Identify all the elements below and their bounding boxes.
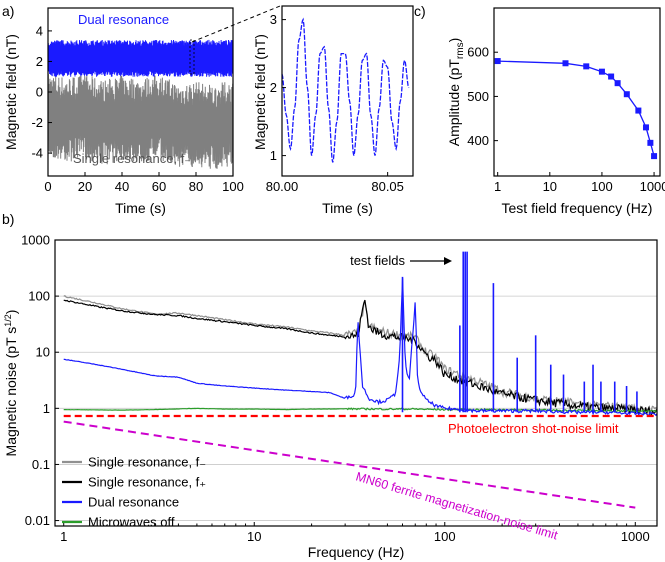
y-axis-label: Magnetic noise (pT s1/2) (3, 310, 19, 457)
annotation-shot-noise-limit: Photoelectron shot-noise limit (448, 421, 619, 436)
series-amplitude (497, 60, 655, 157)
x-axis-label: Frequency (Hz) (308, 544, 404, 560)
series-dual-resonance-zoom (281, 17, 410, 163)
x-tick-label: 100 (434, 529, 456, 544)
y-tick-label: -4 (31, 146, 43, 161)
y-tick-label: 100 (28, 289, 50, 304)
series-single-resonance-plus (63, 299, 658, 417)
annotation-test-fields: test fields (350, 253, 405, 268)
y-tick-label: 0.01 (25, 513, 50, 528)
chart-b-noise-spectrum: 1 10 100 1000 0.01 0.1 1 10 100 1000 Frequency (Hz… (3, 233, 658, 560)
y-tick-label: 500 (467, 89, 489, 104)
x-tick-label: 1000 (640, 179, 665, 194)
y-tick-label: 0.1 (32, 457, 50, 472)
data-point (494, 58, 501, 65)
y-axis-label-end: ) (446, 38, 462, 43)
series-ferrite-noise-limit (63, 420, 636, 509)
x-axis-label: Time (s) (322, 200, 373, 216)
x-tick-label: 20 (78, 179, 92, 194)
y-axis-label: Magnetic field (nT) (3, 34, 19, 150)
data-point (647, 139, 654, 146)
zoom-connector (191, 5, 281, 43)
x-axis-label: Time (s) (115, 200, 166, 216)
annotation-dual-resonance: Dual resonance (78, 12, 169, 27)
data-point (608, 73, 615, 80)
series-dual-resonance (63, 278, 658, 417)
x-tick-label: 1 (60, 529, 67, 544)
chart-a-time-trace: 0 20 40 60 80 100 -4 -2 0 2 4 Time (s) Magnetic fiel… (3, 7, 244, 216)
x-tick-label: 80 (189, 179, 203, 194)
x-tick-label: 40 (115, 179, 129, 194)
panel-label-c: c) (414, 3, 426, 19)
plot-frame (54, 239, 658, 527)
chart-c-amplitude: 1 10 100 1000 400 500 600 Test field frequency … (446, 7, 665, 216)
x-tick-label: 100 (591, 179, 613, 194)
y-tick-label: 600 (467, 45, 489, 60)
legend-label: Dual resonance (88, 495, 179, 510)
legend-label: Single resonance, f₋ (88, 455, 206, 470)
x-tick-label: 100 (222, 179, 244, 194)
annotation-single-resonance: Single resonance, f₋ (73, 151, 191, 166)
data-point (642, 124, 649, 131)
y-tick-label: 3 (270, 12, 277, 27)
test-fields-arrowhead (444, 257, 452, 265)
x-tick-label: 80.00 (266, 179, 299, 194)
plot-frame (281, 5, 414, 177)
y-tick-label: 1 (43, 401, 50, 416)
series-single-resonance (47, 74, 234, 169)
plot-frame (493, 7, 661, 177)
y-tick-label: 1 (270, 148, 277, 163)
y-tick-label: -2 (31, 115, 43, 130)
y-tick-label: 1000 (21, 233, 50, 248)
zoom-marker (189, 39, 195, 75)
x-tick-label: 0 (44, 179, 51, 194)
legend-label: Microwaves off (88, 515, 175, 530)
y-axis-label-main: Amplitude (pT (446, 59, 462, 147)
y-axis-label: Magnetic field (nT) (252, 34, 268, 150)
panel-label-a: a) (2, 3, 14, 19)
data-point (562, 60, 569, 67)
y-tick-label: 10 (36, 345, 50, 360)
data-point (635, 107, 642, 114)
chart-a-zoom-trace: 80.00 80.05 1 2 3 Time (s) Magnetic field (nT) (252, 5, 414, 216)
x-axis-label: Test field frequency (Hz) (502, 200, 653, 216)
x-tick-label: 1 (494, 179, 501, 194)
x-tick-label: 10 (543, 179, 557, 194)
y-axis-label: Amplitude (pTrms) (446, 38, 466, 147)
x-tick-label: 60 (152, 179, 166, 194)
y-axis-label-sup: 1/2 (3, 314, 13, 327)
series-microwaves-off (63, 407, 658, 413)
y-axis-label-end: ) (3, 310, 19, 315)
y-tick-label: 2 (270, 80, 277, 95)
y-axis-label-main: Magnetic noise (pT s (3, 327, 19, 457)
x-tick-label: 1000 (621, 529, 650, 544)
series-dual-resonance (47, 39, 234, 77)
x-tick-label: 10 (247, 529, 261, 544)
data-point (623, 91, 630, 98)
data-point (598, 68, 605, 75)
y-tick-label: 400 (467, 133, 489, 148)
data-point (583, 63, 590, 70)
data-point (614, 80, 621, 87)
legend-label: Single resonance, f₊ (88, 475, 206, 490)
data-point (651, 153, 658, 160)
y-axis-label-sub: rms (455, 42, 466, 59)
y-tick-label: 2 (36, 54, 43, 69)
y-tick-label: 4 (36, 23, 43, 38)
panel-label-b: b) (2, 211, 14, 227)
x-tick-label: 80.05 (371, 179, 404, 194)
y-tick-label: 0 (36, 85, 43, 100)
